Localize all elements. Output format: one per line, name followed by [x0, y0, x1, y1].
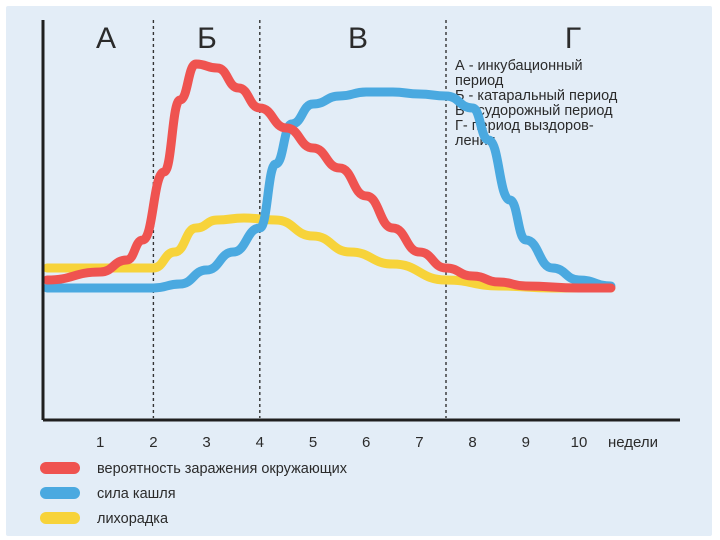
phase-annotation-line: Г- период выздоров- — [455, 118, 594, 134]
x-tick-label: 2 — [149, 434, 157, 451]
phase-annotation-line: Б - катаральный период — [455, 88, 618, 104]
phase-boundaries — [152, 20, 447, 418]
x-tick-label: 6 — [362, 434, 370, 451]
series-lines — [42, 59, 616, 293]
phase-label: В — [348, 22, 368, 55]
series-line — [42, 87, 616, 293]
x-axis-unit-label: недели — [608, 434, 658, 451]
legend-label: лихорадка — [97, 511, 169, 527]
phase-annotation-line: А - инкубационный — [455, 58, 583, 74]
legend-label: вероятность заражения окружающих — [97, 461, 348, 477]
legend-swatch — [40, 487, 80, 499]
x-tick-label: 8 — [468, 434, 476, 451]
x-tick-label: 5 — [309, 434, 317, 451]
x-tick-labels: 1 2 3 4 5 6 7 8 9 10 — [96, 434, 587, 451]
phase-label: А — [96, 22, 116, 55]
x-tick-label: 1 — [96, 434, 104, 451]
series-line — [42, 59, 616, 293]
legend-label: сила кашля — [97, 486, 176, 502]
x-tick-label: 9 — [522, 434, 530, 451]
phase-label: Г — [565, 22, 581, 55]
x-tick-label: 10 — [571, 434, 588, 451]
phase-label: Б — [197, 22, 217, 55]
phase-labels: А Б В Г — [96, 22, 581, 55]
x-tick-label: 3 — [202, 434, 210, 451]
x-tick-label: 4 — [256, 434, 264, 451]
axes — [41, 20, 680, 422]
x-tick-label: 7 — [415, 434, 423, 451]
phase-annotation-line: В - судорожный период — [455, 103, 613, 119]
legend-swatch — [40, 462, 80, 474]
legend: вероятность заражения окружающих сила каш… — [40, 461, 348, 527]
legend-swatch — [40, 512, 80, 524]
phase-annotation-line: период — [455, 73, 504, 89]
